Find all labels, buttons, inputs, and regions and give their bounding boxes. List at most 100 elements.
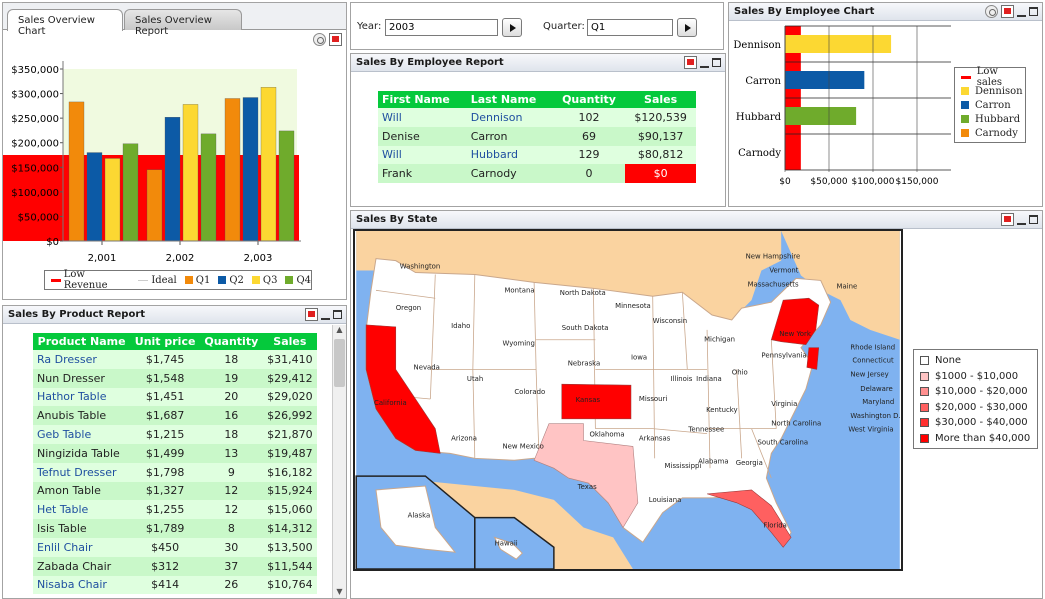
product-name-cell: Ra Dresser <box>33 350 131 369</box>
bar-q4-0[interactable] <box>122 143 139 242</box>
product-row[interactable]: Het Table $1,255 12 $15,060 <box>33 500 317 520</box>
bar-q2-0[interactable] <box>86 152 103 242</box>
maximize-icon[interactable] <box>333 310 342 319</box>
quantity-cell: 19 <box>199 368 263 388</box>
product-row[interactable]: Anubis Table $1,687 16 $26,992 <box>33 406 317 426</box>
state-label-wisconsin: Wisconsin <box>653 317 688 325</box>
product-name-cell: Amon Table <box>33 481 131 501</box>
export-icon[interactable] <box>305 308 318 321</box>
bar-q3-0[interactable] <box>104 158 121 242</box>
sales-cell: $29,020 <box>262 387 317 407</box>
col-unit-price[interactable]: Unit price <box>130 333 200 350</box>
map-legend-label: None <box>935 355 962 367</box>
sales-cell: $10,764 <box>262 575 317 595</box>
bar-q4-2[interactable] <box>278 130 295 242</box>
us-sales-map[interactable]: Washington Oregon Idaho Montana Nevada Califo… <box>353 229 903 571</box>
bar-hubbard[interactable] <box>785 107 857 125</box>
employee-row[interactable]: Frank Carnody 0 $0 <box>378 164 696 184</box>
year-go-button[interactable] <box>502 18 522 37</box>
product-row[interactable]: Hathor Table $1,451 20 $29,020 <box>33 387 317 407</box>
state-hawaii[interactable] <box>493 536 523 560</box>
state-alaska[interactable] <box>375 485 457 553</box>
employee-row[interactable]: Will Dennison 102 $120,539 <box>378 108 696 127</box>
state-label-florida: Florida <box>763 521 787 529</box>
product-row[interactable]: Geb Table $1,215 18 $21,870 <box>33 425 317 444</box>
state-texas[interactable] <box>533 423 639 529</box>
quantity-cell: 9 <box>199 462 263 482</box>
state-new-jersey[interactable] <box>806 347 820 370</box>
product-row[interactable]: Nun Dresser $1,548 19 $29,412 <box>33 368 317 388</box>
ideal-swatch <box>138 279 149 281</box>
year-input[interactable] <box>385 19 498 36</box>
state-label-new-mexico: New Mexico <box>502 442 543 450</box>
bar-q2-1[interactable] <box>164 117 181 242</box>
settings-icon[interactable] <box>985 5 998 18</box>
state-california[interactable] <box>365 324 441 454</box>
quantity-cell: 18 <box>199 350 263 369</box>
tab-sales-overview-chart[interactable]: Sales Overview Chart <box>7 9 123 37</box>
export-icon[interactable] <box>1001 213 1014 226</box>
scroll-up-arrow[interactable]: ▲ <box>336 325 343 334</box>
state-new-york[interactable] <box>770 297 820 345</box>
employee-row[interactable]: Will Hubbard 129 $80,812 <box>378 145 696 165</box>
product-name-cell: Het Table <box>33 500 131 520</box>
employee-sales-chart: Dennison Carron Hubbard Carnody $0 $50,000 $10… <box>733 25 951 187</box>
product-row[interactable]: Ra Dresser $1,745 18 $31,410 <box>33 350 317 369</box>
product-row[interactable]: Enlil Chair $450 30 $13,500 <box>33 537 317 557</box>
maximize-icon[interactable] <box>1029 215 1038 224</box>
bar-q4-1[interactable] <box>200 133 217 242</box>
tab-sales-overview-report[interactable]: Sales Overview Report <box>124 9 242 37</box>
product-row[interactable]: Ningizida Table $1,499 13 $19,487 <box>33 443 317 463</box>
product-name-cell: Nisaba Chair <box>33 575 131 595</box>
col-first-name[interactable]: First Name <box>378 91 467 108</box>
quarter-go-button[interactable] <box>677 18 697 37</box>
unit-price-cell: $1,687 <box>130 406 200 426</box>
state-florida[interactable] <box>706 489 792 548</box>
state-label-north-dakota: North Dakota <box>560 289 606 297</box>
maximize-icon[interactable] <box>712 58 721 67</box>
col-product-name[interactable]: Product Name <box>33 333 131 350</box>
bar-dennison[interactable] <box>785 35 892 53</box>
scroll-down-arrow[interactable]: ▼ <box>336 587 343 596</box>
legend-ideal: Ideal <box>151 274 177 286</box>
q4-swatch <box>285 276 294 284</box>
settings-icon[interactable] <box>313 33 326 46</box>
maximize-icon[interactable] <box>1029 7 1038 16</box>
bar-carron[interactable] <box>785 71 865 89</box>
minimize-icon[interactable] <box>1017 222 1026 225</box>
col-sales[interactable]: Sales <box>625 91 696 108</box>
product-row[interactable]: Isis Table $1,789 8 $14,312 <box>33 519 317 538</box>
state-kansas[interactable] <box>561 383 632 420</box>
employee-chart-header: Sales By Employee Chart <box>729 3 1042 21</box>
bar-q1-2[interactable] <box>224 98 241 242</box>
bar-q2-2[interactable] <box>242 97 259 242</box>
product-row[interactable]: Zabada Chair $312 37 $11,544 <box>33 556 317 576</box>
col-sales[interactable]: Sales <box>262 333 317 350</box>
bar-q3-2[interactable] <box>260 87 277 242</box>
state-label-south-carolina: South Carolina <box>757 438 808 446</box>
product-row[interactable]: Tefnut Dresser $1,798 9 $16,182 <box>33 462 317 482</box>
quantity-cell: 0 <box>552 164 626 184</box>
bar-q3-1[interactable] <box>182 104 199 242</box>
product-row[interactable]: Amon Table $1,327 12 $15,924 <box>33 481 317 501</box>
minimize-icon[interactable] <box>700 65 709 68</box>
export-icon[interactable] <box>329 33 342 46</box>
col-quantity[interactable]: Quantity <box>199 333 263 350</box>
employee-row[interactable]: Denise Carron 69 $90,137 <box>378 126 696 146</box>
export-icon[interactable] <box>1001 5 1014 18</box>
quarter-input[interactable] <box>587 19 673 36</box>
last-name-cell: Carnody <box>466 164 553 184</box>
map-legend-swatch <box>920 371 929 381</box>
quantity-cell: 12 <box>199 500 263 520</box>
minimize-icon[interactable] <box>321 317 330 320</box>
vertical-scrollbar[interactable]: ▲ ▼ <box>332 325 346 598</box>
y-category-label: Hubbard <box>736 112 782 123</box>
product-row[interactable]: Nisaba Chair $414 26 $10,764 <box>33 575 317 595</box>
col-last-name[interactable]: Last Name <box>466 91 553 108</box>
minimize-icon[interactable] <box>1017 14 1026 17</box>
scroll-thumb[interactable] <box>334 339 345 387</box>
bar-q1-1[interactable] <box>146 169 163 242</box>
col-quantity[interactable]: Quantity <box>552 91 626 108</box>
bar-q1-0[interactable] <box>68 101 85 242</box>
export-icon[interactable] <box>684 56 697 69</box>
